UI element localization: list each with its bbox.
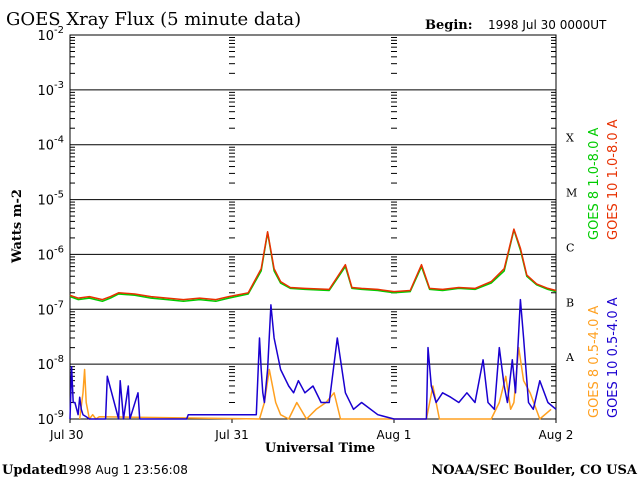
flare-class-label: M bbox=[566, 187, 577, 200]
x-tick-label: Aug 2 bbox=[539, 428, 574, 442]
credit-text: NOAA/SEC Boulder, CO USA bbox=[431, 463, 638, 478]
y-tick-label: 10-3 bbox=[37, 80, 64, 99]
x-tick-label: Jul 31 bbox=[214, 428, 249, 442]
series-lines bbox=[69, 228, 557, 420]
y-tick-label: 10-2 bbox=[37, 25, 64, 44]
series-line bbox=[69, 229, 557, 303]
x-tick-label: Aug 1 bbox=[377, 428, 412, 442]
begin-label: Begin: bbox=[425, 18, 473, 33]
y-tick-label: 10-9 bbox=[37, 409, 64, 428]
legend-goes8-long: GOES 8 1.0-8.0 A bbox=[587, 128, 602, 240]
legend-goes10-long: GOES 10 1.0-8.0 A bbox=[606, 119, 621, 240]
series-line bbox=[78, 346, 552, 420]
x-tick-labels: Jul 30 Jul 31 Aug 1 Aug 2 bbox=[49, 428, 573, 442]
y-tick-label: 10-8 bbox=[37, 354, 64, 373]
y-tick-labels: 10-2 10-3 10-4 10-5 10-6 10-7 10-8 10-9 bbox=[37, 25, 64, 428]
flare-class-label: X bbox=[566, 132, 574, 145]
y-axis-label: Watts m-2 bbox=[10, 189, 25, 264]
plot-frame bbox=[69, 34, 557, 420]
legend-goes8-short: GOES 8 0.5-4.0 A bbox=[587, 306, 602, 418]
updated-label: Updated bbox=[2, 463, 63, 478]
legend-goes10-short: GOES 10 0.5-4.0 A bbox=[606, 297, 621, 418]
series-line bbox=[69, 228, 557, 301]
y-tick-label: 10-7 bbox=[37, 299, 64, 318]
flare-class-label: A bbox=[565, 351, 575, 364]
begin-value: 1998 Jul 30 0000UT bbox=[488, 18, 607, 32]
chart-title: GOES Xray Flux (5 minute data) bbox=[6, 9, 301, 30]
y-tick-label: 10-6 bbox=[37, 244, 64, 263]
plot-area bbox=[69, 34, 557, 420]
y-tick-label: 10-4 bbox=[37, 135, 64, 154]
x-axis-label: Universal Time bbox=[265, 441, 375, 456]
updated-value: 1998 Aug 1 23:56:08 bbox=[61, 463, 188, 477]
series-line bbox=[69, 298, 557, 420]
legend-long-wavelength: GOES 8 1.0-8.0 A GOES 10 1.0-8.0 A bbox=[587, 119, 621, 240]
x-tick-label: Jul 30 bbox=[49, 428, 84, 442]
flare-class-labels: X M C B A bbox=[565, 132, 577, 364]
legend-short-wavelength: GOES 8 0.5-4.0 A GOES 10 0.5-4.0 A bbox=[587, 297, 621, 418]
y-tick-label: 10-5 bbox=[37, 190, 64, 209]
minor-ticks bbox=[70, 37, 556, 403]
flare-class-label: B bbox=[566, 296, 574, 309]
flare-class-label: C bbox=[566, 241, 574, 254]
gridlines bbox=[69, 89, 557, 423]
